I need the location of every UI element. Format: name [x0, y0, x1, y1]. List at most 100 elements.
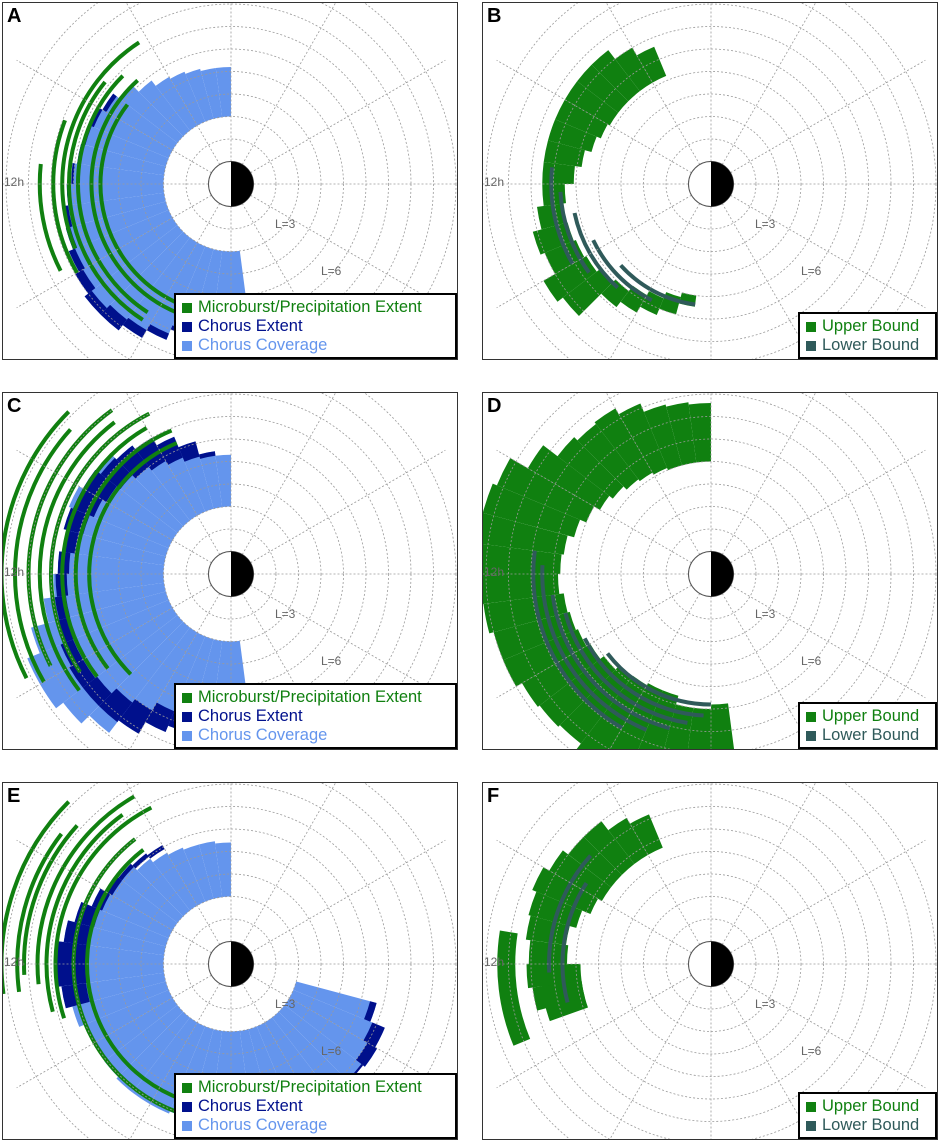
chorus-coverage-bar — [137, 858, 190, 917]
legend-label: Chorus Extent — [198, 707, 303, 725]
l-tick-label: L=3 — [755, 997, 776, 1011]
upper-bound-bar — [666, 402, 697, 466]
chorus-coverage-bar — [106, 876, 178, 931]
chorus-coverage-bar — [63, 507, 169, 557]
legend-swatch — [806, 730, 816, 741]
upper-bound-bar — [583, 821, 635, 875]
chorus-extent-bar — [68, 248, 85, 272]
chorus-coverage-bar — [278, 1005, 362, 1081]
legend-swatch — [806, 711, 816, 722]
chorus-coverage-bar — [200, 68, 223, 119]
legend-item-lower-bound: Lower Bound — [806, 1116, 929, 1135]
grid-radial-line — [241, 3, 336, 165]
upper-bound-bar — [483, 483, 581, 538]
legend-swatch — [182, 711, 192, 722]
chorus-extent-bar — [146, 324, 170, 340]
grid-radial-line — [730, 584, 926, 699]
grid-radial-line — [250, 974, 446, 1089]
grid-radial-line — [606, 783, 701, 945]
earth-night-side — [711, 551, 734, 597]
upper-bound-bar — [559, 666, 632, 744]
grid-radial-line — [129, 983, 221, 1139]
chorus-coverage-bar — [75, 217, 178, 294]
legend-label: Microburst/Precipitation Extent — [198, 688, 422, 706]
legend-item-chorus-coverage: Chorus Coverage — [182, 726, 449, 745]
panel-d: 12h L=3 L=6 D Upper Bound Lower Bound — [482, 392, 938, 750]
lower-bound-arc — [605, 652, 712, 707]
legend: Upper Bound Lower Bound — [798, 1092, 937, 1139]
panel-b: 12h L=3 L=6 B Upper Bound Lower Bound — [482, 2, 938, 360]
grid-radial-line — [496, 449, 692, 564]
grid-radial-line — [496, 59, 692, 174]
microburst-extent-arc — [60, 426, 148, 678]
l-tick-label: L=6 — [801, 264, 822, 278]
grid-radial-line — [721, 983, 813, 1139]
upper-bound-bar — [483, 512, 568, 555]
grid-radial-line — [730, 974, 926, 1089]
chorus-extent-bar — [178, 441, 200, 462]
upper-bound-bar — [493, 611, 576, 661]
microburst-extent-arc — [15, 832, 64, 993]
legend-swatch — [182, 1120, 192, 1131]
chorus-coverage-bar — [293, 981, 377, 1022]
microburst-extent-arc — [13, 428, 72, 683]
upper-bound-bar — [557, 437, 624, 499]
legend-swatch — [182, 1082, 192, 1093]
grid-radial-line — [496, 584, 692, 699]
grid-circle — [553, 416, 869, 732]
grid-circle — [185, 138, 277, 230]
legend-label: Upper Bound — [822, 1097, 920, 1115]
grid-radial-line — [730, 194, 926, 309]
legend-label: Chorus Coverage — [198, 336, 328, 354]
upper-bound-bar — [687, 707, 711, 749]
mlt-tick-label: 12h — [4, 175, 24, 189]
legend-swatch — [182, 302, 192, 313]
upper-bound-bar — [618, 403, 668, 475]
lower-bound-arc — [540, 565, 648, 732]
l-tick-label: L=6 — [321, 654, 342, 668]
grid-radial-line — [730, 449, 926, 564]
chorus-extent-bar — [71, 163, 75, 184]
grid-circle — [665, 138, 757, 230]
panel-label: E — [7, 785, 21, 807]
chorus-coverage-bar — [198, 841, 223, 899]
chorus-coverage-bar — [63, 192, 166, 228]
grid-circle — [665, 528, 757, 620]
microburst-extent-arc — [37, 163, 63, 272]
upper-bound-bar — [615, 47, 653, 92]
upper-bound-bar — [483, 574, 560, 605]
chorus-coverage-bar — [89, 107, 173, 159]
legend-item-upper-bound: Upper Bound — [806, 707, 929, 726]
grid-radial-line — [609, 983, 701, 1139]
polar-chart: 12h L=3 L=6 — [483, 3, 937, 359]
microburst-extent-arc — [87, 441, 178, 676]
microburst-extent-arc — [89, 78, 179, 315]
lower-bound-arc — [550, 594, 671, 731]
chorus-coverage-bar — [198, 451, 223, 509]
upper-bound-bar — [527, 445, 610, 510]
grid-radial-line — [609, 203, 701, 359]
earth-night-side — [231, 941, 254, 987]
legend-label: Lower Bound — [822, 1116, 920, 1134]
legend-item-lower-bound: Lower Bound — [806, 336, 929, 355]
polar-chart: 12h L=3 L=6 — [3, 3, 457, 359]
chorus-extent-bar — [116, 445, 149, 479]
grid-radial-line — [721, 3, 816, 165]
chorus-coverage-bar — [170, 71, 206, 126]
chorus-coverage-bar — [215, 454, 231, 508]
chorus-coverage-bar — [152, 852, 198, 911]
grid-circle — [5, 783, 457, 1139]
chorus-coverage-bar — [63, 530, 166, 566]
l-tick-label: L=3 — [275, 997, 296, 1011]
chorus-extent-bar — [84, 290, 107, 315]
l-tick-label: L=6 — [801, 1044, 822, 1058]
grid-radial-line — [250, 59, 446, 174]
lower-bound-arc — [582, 637, 704, 718]
legend-item-chorus-extent: Chorus Extent — [182, 707, 449, 726]
upper-bound-bar — [577, 64, 629, 113]
microburst-extent-arc — [37, 420, 116, 692]
legend-item-chorus-extent: Chorus Extent — [182, 1097, 449, 1116]
grid-radial-line — [730, 839, 926, 954]
chorus-extent-bar — [198, 451, 216, 459]
grid-circle — [485, 783, 937, 1139]
